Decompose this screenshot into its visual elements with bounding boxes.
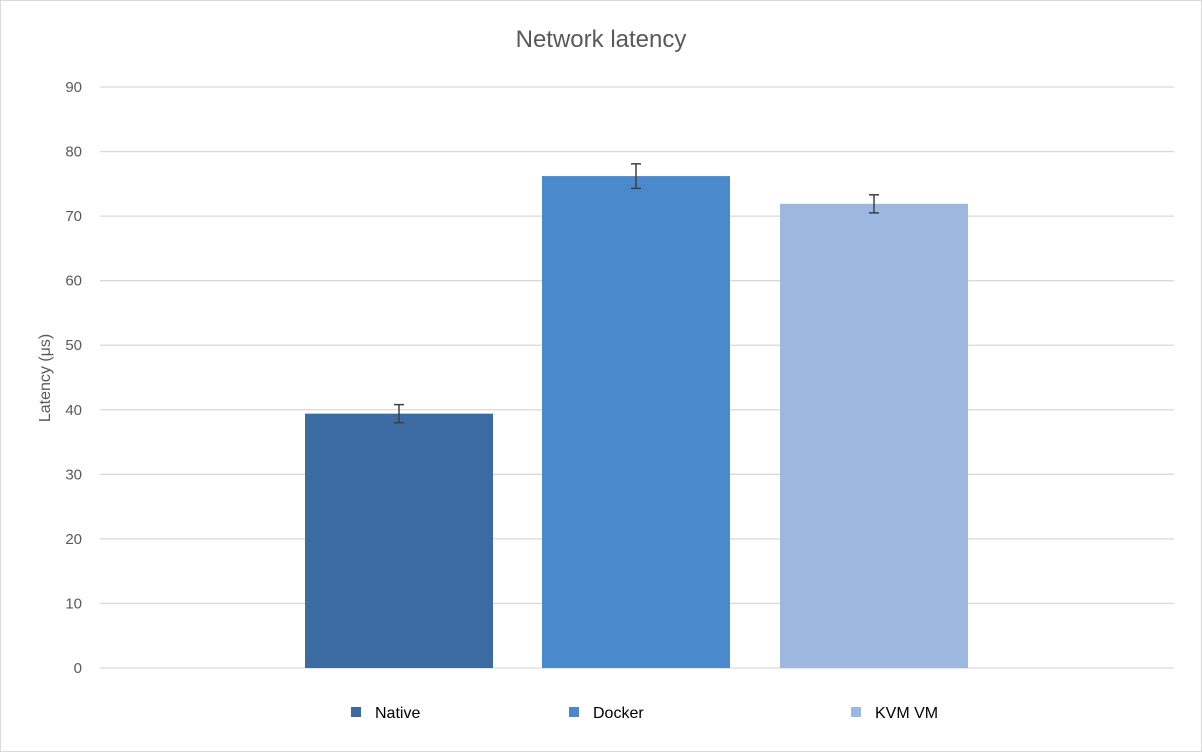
y-tick-label: 50 [65,337,82,354]
y-axis-label: Latency (μs) [37,334,54,422]
y-tick-label: 60 [65,273,82,290]
legend-swatch [851,707,861,717]
y-tick-label: 40 [65,402,82,419]
legend-label: KVM VM [875,705,938,722]
legend-label: Native [375,705,420,722]
y-tick-label: 30 [65,466,82,483]
bar-docker [542,176,730,668]
chart-title: Network latency [515,26,687,53]
y-tick-label: 0 [74,660,82,677]
y-tick-label: 20 [65,531,82,548]
y-tick-label: 80 [65,144,82,161]
y-tick-label: 70 [65,208,82,225]
bar-native [305,413,493,668]
y-tick-label: 90 [65,79,82,96]
legend-swatch [351,707,361,717]
legend-label: Docker [593,705,644,722]
bar-kvm-vm [780,203,968,668]
y-tick-label: 10 [65,595,82,612]
legend-swatch [569,707,579,717]
